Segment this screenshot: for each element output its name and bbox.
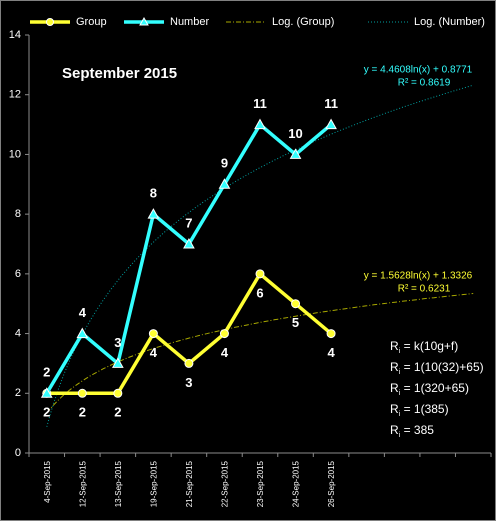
annotation-text: = 1(10(32)+65) [400, 360, 483, 374]
point-marker [325, 118, 337, 130]
x-tick-label: 13-Sep-2015 [114, 460, 123, 507]
point-marker [255, 269, 265, 279]
annotation-text: = k(10g+f) [400, 339, 458, 353]
annotation-text: = 1(385) [400, 402, 448, 416]
x-tick-label: 23-Sep-2015 [256, 460, 265, 507]
y-tick-label: 8 [15, 208, 21, 220]
data-label: 10 [288, 126, 302, 141]
data-label: 4 [221, 345, 229, 360]
annotation-subscript: i [399, 390, 401, 397]
legend-label: Group [76, 16, 107, 28]
y-tick-label: 14 [9, 29, 21, 41]
trend-r2: R² = 0.8619 [398, 78, 451, 89]
point-marker [218, 178, 231, 189]
trend-equation: y = 4.4608ln(x) + 0.8771 [364, 65, 473, 76]
legend-label: Log. (Group) [272, 16, 334, 28]
point-marker [147, 208, 160, 219]
y-tick-label: 10 [9, 148, 21, 160]
data-label: 2 [114, 405, 121, 420]
point-marker [184, 358, 194, 368]
trendline [46, 293, 474, 414]
x-tick-label: 4-Sep-2015 [43, 460, 52, 502]
annotation-text: = 385 [400, 423, 434, 437]
point-marker [183, 237, 195, 249]
point-marker [289, 148, 302, 159]
point-marker [113, 388, 123, 398]
data-label: 9 [221, 156, 228, 171]
point-marker [326, 329, 336, 339]
point-marker [254, 118, 266, 130]
annotation-symbol: R [390, 339, 399, 353]
point-marker [40, 387, 53, 398]
data-label: 2 [43, 405, 50, 420]
annotation: Ri = 1(10(32)+65) [390, 360, 484, 376]
annotation-symbol: R [390, 360, 399, 374]
x-tick-label: 21-Sep-2015 [185, 460, 194, 507]
data-label: 2 [79, 405, 86, 420]
legend-label: Number [170, 16, 209, 28]
annotation-subscript: i [399, 348, 401, 355]
data-label: 11 [253, 96, 267, 111]
x-tick-label: 12-Sep-2015 [78, 460, 87, 507]
data-label: 2 [43, 365, 50, 380]
point-marker [111, 357, 124, 368]
data-label: 6 [256, 285, 263, 300]
x-tick-label: 26-Sep-2015 [327, 460, 336, 507]
y-tick-label: 12 [9, 89, 21, 101]
annotation-symbol: R [390, 423, 399, 437]
x-tick-label: 22-Sep-2015 [221, 460, 230, 507]
annotation: Ri = 385 [390, 423, 434, 439]
trend-r2: R² = 0.6231 [398, 284, 451, 295]
y-tick-label: 4 [15, 327, 21, 339]
data-label: 3 [185, 375, 192, 390]
annotation-subscript: i [399, 369, 401, 376]
point-marker [148, 329, 158, 339]
data-label: 3 [114, 335, 121, 350]
data-label: 5 [292, 315, 299, 330]
annotation: Ri = 1(320+65) [390, 381, 469, 397]
x-tick-label: 24-Sep-2015 [292, 460, 301, 507]
annotation-symbol: R [390, 381, 399, 395]
annotation-subscript: i [399, 411, 401, 418]
annotation: Ri = 1(385) [390, 402, 449, 418]
point-marker [291, 299, 301, 309]
y-tick-label: 6 [15, 268, 21, 280]
point-marker [77, 388, 87, 398]
chart-title: September 2015 [62, 65, 177, 82]
annotation-subscript: i [399, 432, 401, 439]
data-label: 4 [79, 305, 87, 320]
data-label: 11 [324, 96, 338, 111]
legend-label: Log. (Number) [414, 16, 485, 28]
data-label: 4 [150, 345, 158, 360]
legend-marker [46, 18, 54, 26]
point-marker [76, 327, 89, 339]
data-label: 7 [185, 215, 192, 230]
annotation-symbol: R [390, 402, 399, 416]
data-label: 8 [150, 186, 157, 201]
trend-equation: y = 1.5628ln(x) + 1.3326 [364, 271, 473, 282]
y-tick-label: 0 [15, 447, 21, 459]
data-label: 4 [327, 345, 335, 360]
annotation-text: = 1(320+65) [400, 381, 469, 395]
y-tick-label: 2 [15, 387, 21, 399]
annotation: Ri = k(10g+f) [390, 339, 458, 355]
x-tick-label: 19-Sep-2015 [149, 460, 158, 507]
point-marker [219, 329, 229, 339]
trendline [46, 84, 474, 427]
legend-marker [139, 16, 149, 26]
